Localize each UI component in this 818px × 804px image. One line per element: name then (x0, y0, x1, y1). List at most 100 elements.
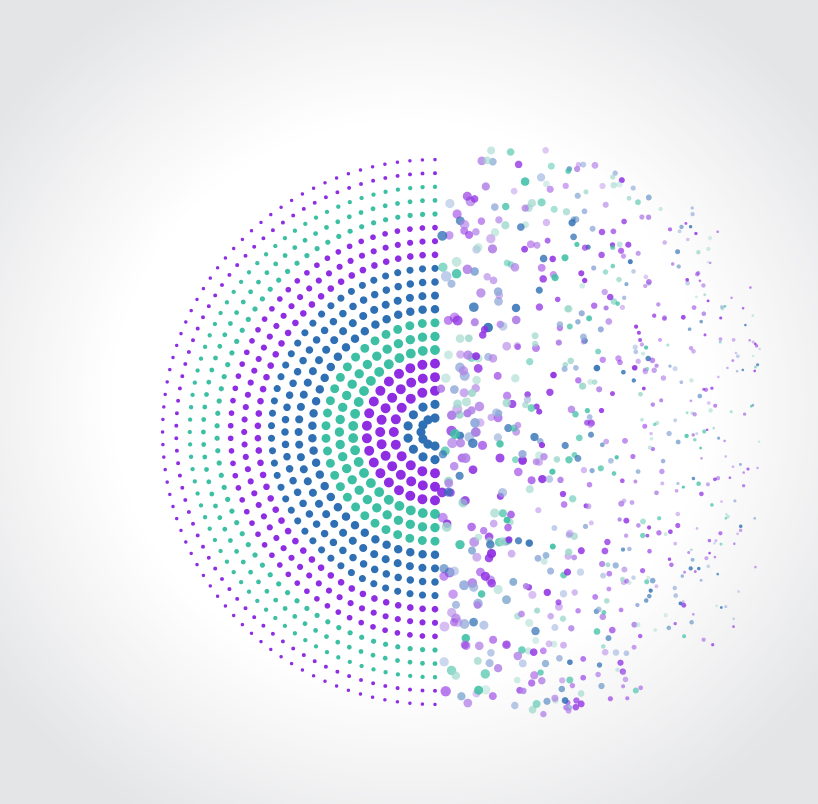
scatter-dot (658, 206, 663, 212)
scatter-dot (608, 626, 616, 634)
ring-dot (303, 477, 312, 486)
ring-dot (359, 663, 364, 669)
scatter-dot (436, 384, 446, 393)
scatter-dot (679, 224, 684, 230)
ring-dot (339, 528, 348, 537)
scatter-dot (559, 490, 567, 498)
ring-dot (213, 293, 218, 298)
scatter-dot (458, 498, 468, 508)
scatter-dot (691, 349, 696, 354)
ring-dot (382, 286, 391, 294)
ring-dot (243, 253, 248, 258)
ring-dot (255, 410, 263, 417)
ring-dot (266, 524, 273, 531)
ring-dot (292, 319, 299, 327)
scatter-dot (581, 208, 588, 215)
ring-dot (267, 422, 276, 430)
ring-dot (201, 315, 205, 320)
scatter-dot (702, 429, 707, 434)
ring-dot (423, 439, 433, 449)
ring-dot (218, 310, 223, 316)
ring-dot (394, 500, 405, 511)
ring-dot (257, 459, 264, 467)
ring-dot (246, 589, 252, 594)
ring-dot (360, 343, 370, 353)
scatter-dot (676, 481, 680, 486)
ring-dot (309, 446, 318, 455)
scatter-dot (514, 343, 522, 351)
scatter-dot (599, 182, 606, 190)
ring-dot (240, 237, 245, 242)
ring-dot (174, 411, 179, 416)
ring-dot (280, 220, 285, 225)
ring-dot (382, 217, 389, 223)
ring-dot (323, 181, 327, 185)
ring-dot (313, 215, 319, 220)
scatter-dot (683, 570, 686, 574)
scatter-dot (487, 413, 495, 422)
ring-dot (324, 255, 331, 262)
scatter-dot (666, 625, 672, 631)
ring-dot (216, 398, 222, 404)
scatter-dot (631, 644, 637, 650)
ring-dot (180, 374, 185, 379)
scatter-dot (649, 357, 656, 364)
scatter-dot (556, 321, 564, 328)
ring-dot (239, 497, 246, 503)
ring-dot (406, 377, 417, 388)
scatter-dot (510, 187, 518, 195)
scatter-dot (532, 340, 539, 347)
ring-dot (431, 605, 439, 613)
scatter-dot (625, 241, 632, 248)
ring-dot (337, 402, 348, 413)
ring-dot (291, 646, 296, 651)
ring-dot (431, 578, 439, 586)
ring-dot (327, 285, 335, 292)
ring-dot (383, 162, 387, 166)
ring-dot (230, 460, 236, 467)
ring-dot (174, 423, 179, 428)
scatter-dot (538, 676, 546, 685)
scatter-dot (601, 288, 608, 296)
ring-dot (382, 641, 389, 647)
ring-dot (228, 321, 233, 326)
scatter-dot (622, 676, 629, 683)
scatter-dot (472, 352, 481, 361)
ring-dot (431, 278, 439, 286)
scatter-dot (587, 423, 593, 429)
scatter-dot (693, 570, 697, 573)
scatter-dot (631, 575, 636, 580)
ring-dot (264, 588, 270, 594)
scatter-dot (638, 685, 644, 691)
scatter-dot (649, 577, 656, 584)
ring-dot (430, 331, 440, 342)
ring-dot (408, 410, 418, 420)
scatter-dot (439, 571, 449, 581)
scatter-dot (576, 568, 585, 576)
ring-dot (395, 384, 406, 395)
scatter-dot (514, 160, 523, 169)
ring-dot (317, 564, 325, 572)
scatter-dot (573, 365, 579, 371)
ring-dot (234, 310, 239, 315)
ring-dot (394, 573, 402, 582)
ring-dot (418, 549, 427, 559)
scatter-dot (654, 363, 659, 368)
scatter-dot (462, 264, 473, 275)
ring-dot (281, 415, 290, 424)
scatter-dot (675, 439, 681, 445)
ring-dot (242, 404, 249, 411)
scatter-dot (718, 337, 723, 341)
ring-dot (284, 329, 292, 337)
ring-dot (321, 433, 331, 443)
scatter-dot (544, 237, 551, 244)
ring-dot (292, 631, 298, 636)
ring-dot (301, 527, 309, 535)
scatter-dot (553, 456, 561, 463)
scatter-dot (610, 263, 616, 269)
ring-dot (406, 604, 414, 611)
scatter-dot (615, 301, 620, 306)
ring-dot (313, 231, 318, 236)
ring-dot (162, 455, 166, 459)
ring-dot (259, 562, 266, 568)
